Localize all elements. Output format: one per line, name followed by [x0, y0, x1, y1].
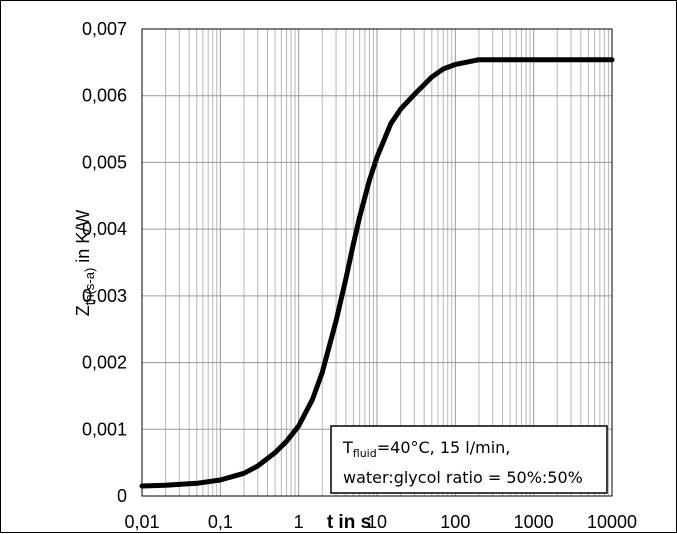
y-axis-title: Zth(s-a) in K/W: [73, 210, 97, 317]
y-tick-label: 0,006: [82, 86, 127, 106]
x-tick-label: 10: [367, 512, 387, 532]
series-line: [139, 57, 615, 489]
annotation-line1-prefix: T: [342, 438, 353, 457]
y-tick-label: 0: [117, 486, 127, 506]
annotation-line1: Tfluid=40°C, 15 l/min,: [342, 438, 510, 460]
y-tick-label: 0,002: [82, 353, 127, 373]
x-tick-label: 0,1: [208, 512, 233, 532]
annotation-line1-subscript: fluid: [353, 447, 377, 460]
y-axis-title-main: Z: [73, 305, 93, 316]
x-tick-label: 10000: [587, 512, 637, 532]
y-tick-label: 0,005: [82, 152, 127, 172]
y-axis-title-suffix: in K/W: [73, 210, 93, 268]
y-tick-label: 0,001: [82, 419, 127, 439]
x-tick-label: 0,01: [124, 512, 159, 532]
annotation-box: Tfluid=40°C, 15 l/min, water:glycol rati…: [330, 425, 608, 494]
y-tick-label: 0,007: [82, 19, 127, 39]
grid: [142, 29, 612, 496]
x-tick-label: 1000: [514, 512, 554, 532]
x-tick-labels: 0,01 0,1 1 10 100 1000 10000: [124, 512, 637, 532]
plot-area-border: [141, 28, 613, 497]
y-tick-label: 0,004: [82, 219, 127, 239]
x-axis-title: t in s: [327, 512, 371, 533]
annotation-line1-rest: =40°C, 15 l/min,: [377, 438, 511, 457]
annotation-line2: water:glycol ratio = 50%:50%: [343, 468, 583, 487]
y-tick-labels: 0 0,001 0,002 0,003 0,004 0,005 0,006 0,007: [82, 19, 127, 506]
series-layer: [139, 57, 615, 489]
y-axis-title-subscript: th(s-a): [82, 268, 97, 306]
y-tick-label: 0,003: [82, 286, 127, 306]
x-tick-label: 1: [294, 512, 304, 532]
annotation-frame: [330, 425, 608, 494]
x-tick-label: 100: [440, 512, 470, 532]
